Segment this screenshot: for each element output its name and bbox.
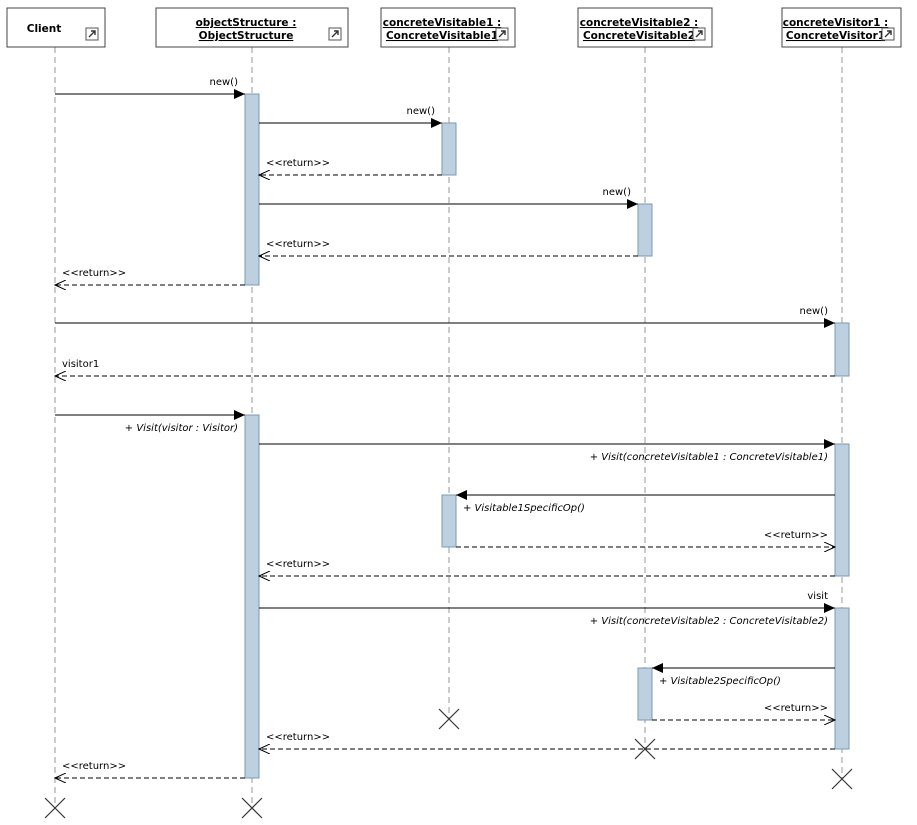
- message-label: new(): [407, 106, 436, 117]
- lifeline-header: [155, 7, 349, 48]
- activation: [637, 667, 653, 721]
- message-label: <<return>>: [266, 559, 330, 570]
- activation: [244, 93, 260, 286]
- lifeline-type: ConcreteVisitable1: [386, 30, 498, 42]
- lifeline-name: concreteVisitable2 :: [580, 17, 698, 29]
- activation: [441, 494, 457, 548]
- destroy-mark: [438, 708, 460, 730]
- activation: [834, 607, 850, 750]
- lifeline-name: objectStructure :: [196, 17, 297, 29]
- message-signature: + Visit(concreteVisitable2 : ConcreteVis…: [590, 616, 828, 627]
- message-label: <<return>>: [764, 530, 828, 541]
- lifeline-name: concreteVisitable1 :: [383, 17, 501, 29]
- message-label: <<return>>: [266, 732, 330, 743]
- expand-icon-arrow: [695, 30, 703, 38]
- lifeline-header: [577, 7, 713, 48]
- message-label: <<return>>: [266, 158, 330, 169]
- expand-icon-arrow: [498, 30, 506, 38]
- message-signature: + Visit(visitor : Visitor): [125, 423, 238, 434]
- message-label: new(): [210, 77, 239, 88]
- lifeline-name: concreteVisitor1 :: [783, 17, 889, 29]
- message-label: new(): [603, 187, 632, 198]
- message-label: <<return>>: [266, 239, 330, 250]
- message-label: <<return>>: [62, 268, 126, 279]
- activation: [834, 322, 850, 377]
- message-label: <<return>>: [62, 761, 126, 772]
- message-label: <<return>>: [764, 703, 828, 714]
- expand-icon-arrow: [88, 30, 96, 38]
- expand-icon-arrow: [884, 30, 892, 38]
- activation: [637, 203, 653, 257]
- message-signature: + Visitable2SpecificOp(): [659, 676, 781, 687]
- lifeline-type: ConcreteVisitor1: [786, 30, 885, 42]
- activation: [834, 443, 850, 577]
- message-signature: + Visitable1SpecificOp(): [463, 503, 585, 514]
- destroy-mark: [44, 797, 66, 819]
- message-label: visit: [807, 591, 828, 602]
- lifeline-header: [781, 7, 902, 48]
- destroy-mark: [241, 797, 263, 819]
- message-label: new(): [800, 306, 829, 317]
- message-label: visitor1: [62, 359, 99, 370]
- activation: [441, 122, 457, 176]
- lifeline-header: [380, 7, 516, 48]
- expand-icon-arrow: [331, 30, 339, 38]
- lifeline-type: ObjectStructure: [199, 30, 294, 42]
- destroy-mark: [831, 768, 853, 790]
- message-signature: + Visit(concreteVisitable1 : ConcreteVis…: [590, 452, 828, 463]
- lifeline-type: ConcreteVisitable2: [583, 30, 695, 42]
- destroy-mark: [634, 738, 656, 760]
- lifeline-name: Client: [27, 23, 62, 35]
- activation: [244, 414, 260, 779]
